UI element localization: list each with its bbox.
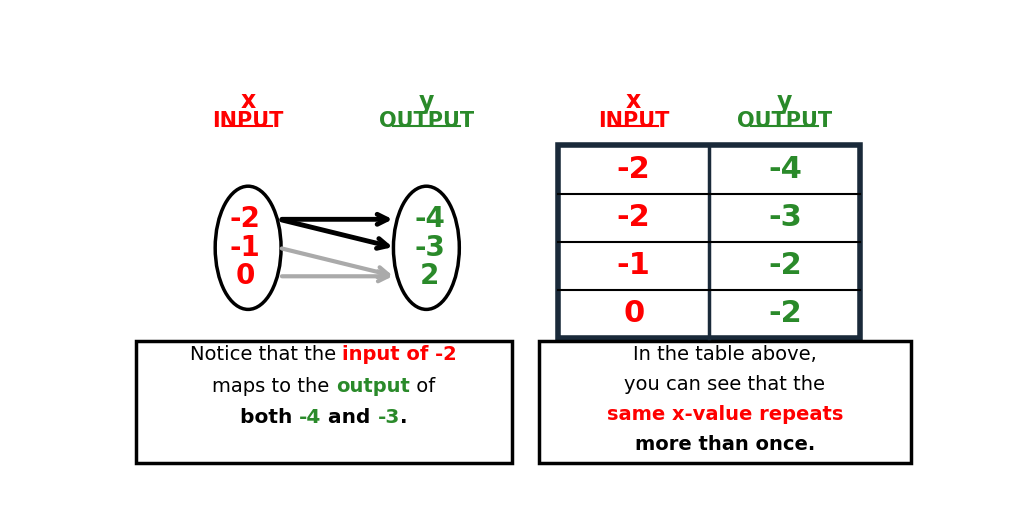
Text: -2: -2 — [229, 205, 260, 233]
Text: maps to the: maps to the — [212, 377, 336, 396]
FancyBboxPatch shape — [558, 145, 860, 338]
Text: -2: -2 — [616, 203, 650, 232]
Text: input of -2: input of -2 — [342, 345, 458, 364]
Text: -4: -4 — [768, 155, 802, 184]
Text: -2: -2 — [768, 299, 802, 328]
Text: INPUT: INPUT — [598, 111, 670, 131]
Text: In the table above,: In the table above, — [633, 345, 816, 364]
Text: y: y — [777, 89, 793, 113]
Text: 2: 2 — [420, 262, 439, 290]
Text: .: . — [400, 408, 408, 427]
Text: -4: -4 — [414, 205, 444, 233]
Text: OUTPUT: OUTPUT — [737, 111, 833, 131]
Text: -3: -3 — [414, 234, 444, 262]
Text: you can see that the: you can see that the — [625, 375, 825, 394]
Text: OUTPUT: OUTPUT — [379, 111, 474, 131]
Text: and: and — [322, 408, 378, 427]
Text: -1: -1 — [229, 234, 260, 262]
Text: output: output — [336, 377, 410, 396]
Text: -2: -2 — [768, 251, 802, 280]
Text: 0: 0 — [623, 299, 644, 328]
Text: y: y — [419, 89, 434, 113]
Text: INPUT: INPUT — [212, 111, 284, 131]
Text: x: x — [241, 89, 256, 113]
Text: x: x — [626, 89, 641, 113]
Text: more than once.: more than once. — [635, 435, 815, 454]
Text: -3: -3 — [378, 408, 400, 427]
Text: Notice that the: Notice that the — [190, 345, 342, 364]
Text: both: both — [240, 408, 299, 427]
Text: 0: 0 — [236, 262, 255, 290]
FancyBboxPatch shape — [136, 341, 512, 463]
Text: -2: -2 — [616, 155, 650, 184]
Text: -4: -4 — [299, 408, 322, 427]
Text: same x-value repeats: same x-value repeats — [606, 405, 843, 424]
Text: -1: -1 — [616, 251, 650, 280]
Text: of: of — [410, 377, 435, 396]
Text: -3: -3 — [768, 203, 802, 232]
FancyBboxPatch shape — [539, 341, 910, 463]
